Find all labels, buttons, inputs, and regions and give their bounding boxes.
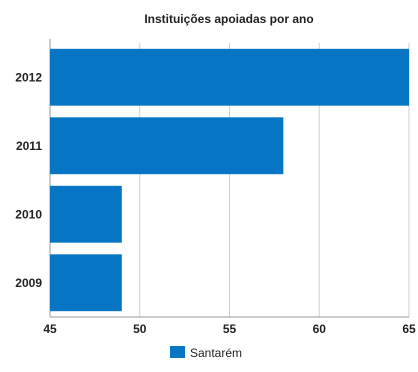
y-tick-label-2011: 2011: [16, 139, 42, 153]
x-tick-label: 60: [313, 322, 327, 336]
bar-2011: [50, 117, 284, 175]
y-tick-label-2012: 2012: [15, 70, 42, 84]
x-axis-ticks: 45 50 55 60 65: [43, 322, 416, 336]
bar-2012: [50, 48, 409, 106]
x-tick-label: 45: [43, 322, 57, 336]
bar-2010: [50, 185, 122, 243]
chart-title: Instituições apoiadas por ano: [144, 12, 313, 26]
y-tick-label-2009: 2009: [15, 276, 42, 290]
legend: Santarém: [170, 346, 242, 360]
y-axis-ticks: 2012 2011 2010 2009: [15, 70, 42, 290]
legend-label: Santarém: [190, 346, 242, 360]
x-tick-label: 65: [402, 322, 416, 336]
y-tick-label-2010: 2010: [15, 207, 42, 221]
x-tick-label: 55: [223, 322, 237, 336]
x-tick-label: 50: [133, 322, 147, 336]
bars: [50, 48, 409, 312]
legend-swatch: [170, 346, 185, 358]
bar-2009: [50, 254, 122, 312]
